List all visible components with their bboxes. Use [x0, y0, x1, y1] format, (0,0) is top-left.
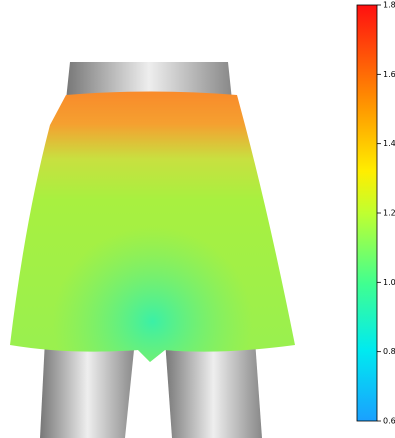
- colorbar: [356, 4, 378, 422]
- tick-label: 1.4: [383, 139, 395, 148]
- tick-label: 1.8: [383, 1, 395, 10]
- mannequin: [40, 62, 262, 438]
- tick-label: 0.8: [383, 347, 395, 356]
- tick-label: 1.2: [383, 209, 395, 218]
- skirt: [10, 91, 295, 362]
- tick-label: 1.6: [383, 70, 395, 79]
- tick-label: 0.6: [383, 417, 395, 426]
- tick-label: 1.0: [383, 278, 395, 287]
